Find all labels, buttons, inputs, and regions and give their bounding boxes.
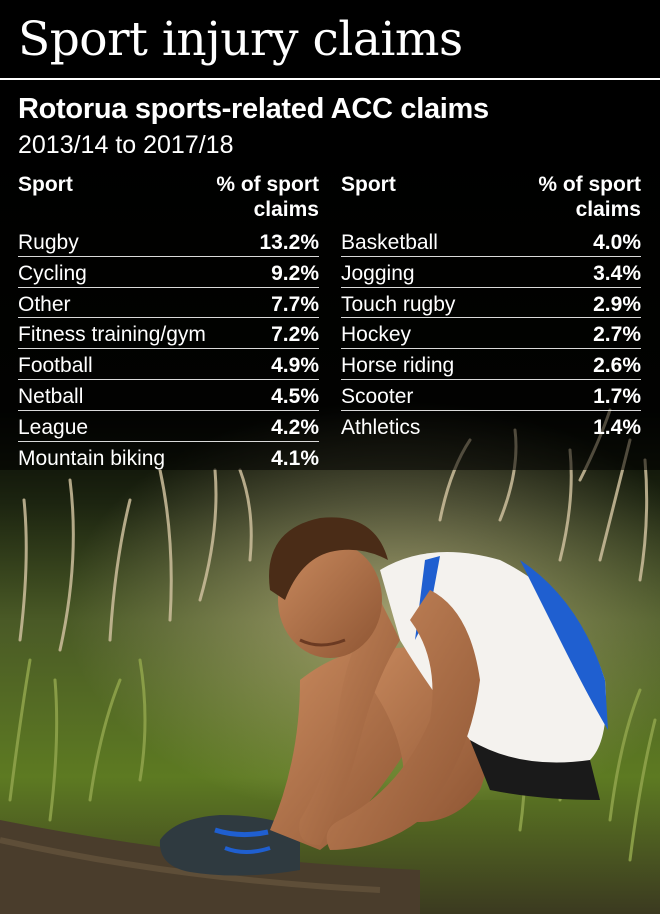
- table-header: Sport % of sport claims: [341, 172, 641, 226]
- table-row: Fitness training/gym 7.2%: [18, 318, 319, 350]
- table-row: Netball 4.5%: [18, 380, 319, 411]
- sport-name: Scooter: [341, 384, 414, 408]
- table-row: Rugby 13.2%: [18, 226, 319, 257]
- claims-percent: 2.9%: [593, 292, 641, 316]
- percent-column-header: % of sport claims: [538, 173, 641, 221]
- sport-name: Basketball: [341, 231, 438, 254]
- sport-name: Other: [18, 292, 71, 316]
- date-range: 2013/14 to 2017/18: [18, 131, 234, 159]
- sport-name: Rugby: [18, 231, 79, 254]
- claims-percent: 3.4%: [593, 261, 641, 285]
- sport-name: Horse riding: [341, 354, 455, 378]
- claims-percent: 4.2%: [271, 415, 319, 439]
- page-title: Sport injury claims: [18, 12, 463, 67]
- claims-percent: 4.1%: [271, 446, 319, 470]
- sport-name: Fitness training/gym: [18, 323, 206, 347]
- claims-percent: 7.7%: [271, 292, 319, 316]
- sport-name: Mountain biking: [18, 446, 166, 470]
- table-row: Athletics 1.4%: [341, 411, 641, 442]
- table-row: Other 7.7%: [18, 288, 319, 319]
- table-row: Touch rugby 2.9%: [341, 288, 641, 319]
- title-bar: Sport injury claims: [0, 0, 660, 80]
- sport-name: Jogging: [341, 261, 415, 285]
- sport-name: Football: [18, 354, 93, 378]
- claims-percent: 9.2%: [271, 261, 319, 285]
- claims-percent: 4.9%: [271, 354, 319, 378]
- table-rows: Rugby 13.2% Cycling 9.2% Other 7.7% Fitness tr…: [18, 226, 319, 472]
- table-rows: Basketball 4.0% Jogging 3.4% Touch rugby 2.9%…: [341, 226, 641, 442]
- claims-percent: 13.2%: [259, 231, 319, 254]
- table-row: Cycling 9.2%: [18, 257, 319, 288]
- table-row: League 4.2%: [18, 411, 319, 442]
- claims-percent: 7.2%: [271, 323, 319, 347]
- claims-percent: 4.5%: [271, 384, 319, 408]
- sport-name: Hockey: [341, 323, 412, 347]
- claims-table-left: Sport % of sport claims Rugby 13.2% Cyclin…: [18, 172, 319, 472]
- table-row: Horse riding 2.6%: [341, 349, 641, 380]
- claims-table-right: Sport % of sport claims Basketball 4.0% Jo…: [341, 172, 641, 442]
- sport-name: Netball: [18, 384, 84, 408]
- chart-subtitle: Rotorua sports-related ACC claims: [18, 93, 489, 125]
- claims-percent: 2.6%: [593, 354, 641, 378]
- table-row: Basketball 4.0%: [341, 226, 641, 257]
- table-row: Hockey 2.7%: [341, 318, 641, 350]
- sport-name: Touch rugby: [341, 292, 456, 316]
- claims-percent: 2.7%: [593, 323, 641, 347]
- sport-column-header: Sport: [341, 173, 396, 196]
- percent-column-header: % of sport claims: [216, 173, 319, 221]
- table-row: Football 4.9%: [18, 349, 319, 380]
- table-row: Mountain biking 4.1%: [18, 442, 319, 473]
- claims-percent: 1.7%: [593, 384, 641, 408]
- claims-percent: 4.0%: [593, 231, 641, 254]
- table-row: Scooter 1.7%: [341, 380, 641, 411]
- sport-name: Athletics: [341, 415, 421, 439]
- claims-percent: 1.4%: [593, 415, 641, 439]
- sport-name: League: [18, 415, 89, 439]
- sport-name: Cycling: [18, 261, 87, 285]
- table-header: Sport % of sport claims: [18, 172, 319, 226]
- table-row: Jogging 3.4%: [341, 257, 641, 288]
- sport-column-header: Sport: [18, 173, 73, 196]
